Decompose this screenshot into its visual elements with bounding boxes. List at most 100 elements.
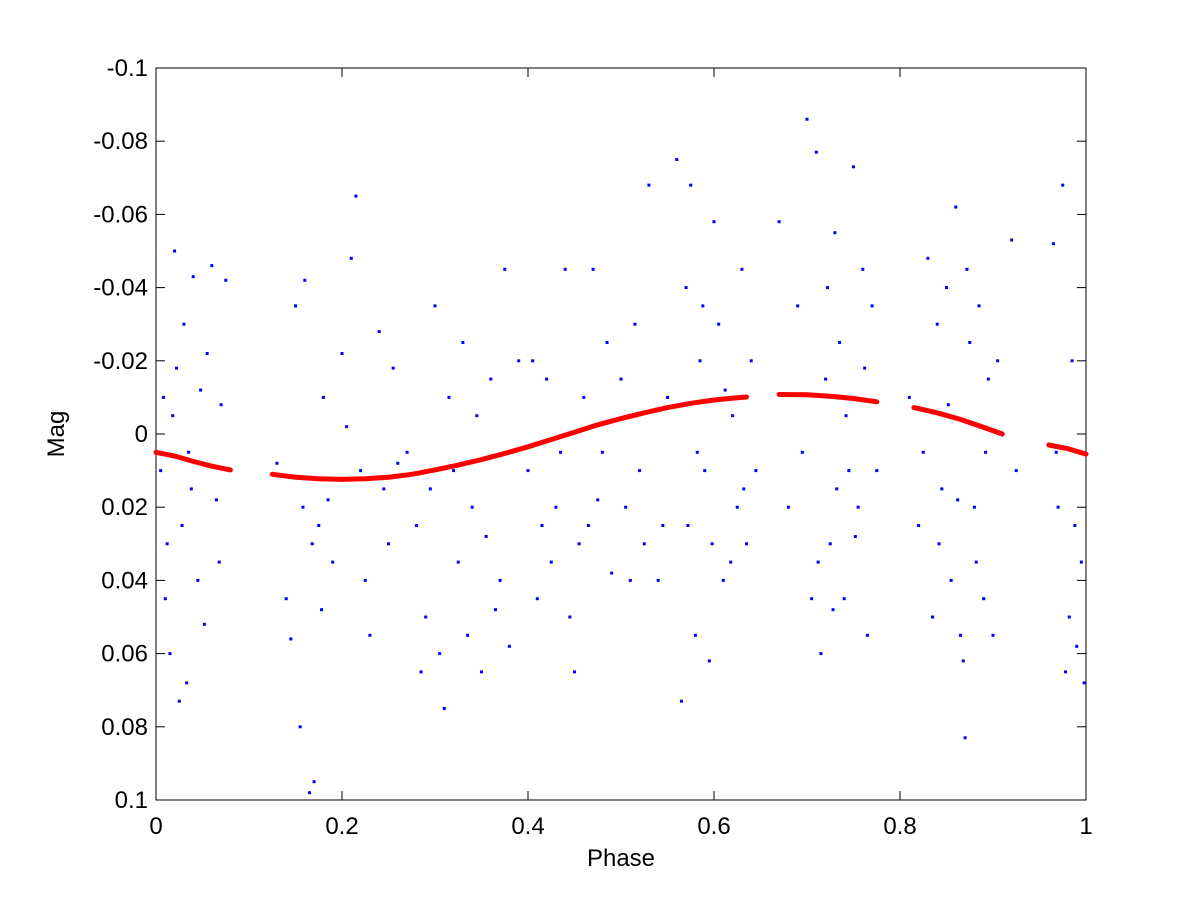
data-point (814, 150, 818, 154)
data-point (419, 670, 423, 674)
x-tick-label: 0.6 (697, 813, 730, 840)
data-point (833, 231, 837, 235)
data-point (703, 469, 707, 473)
data-point (956, 498, 960, 502)
data-point (456, 560, 460, 564)
data-point (721, 578, 725, 582)
data-point (875, 469, 879, 473)
y-tick-label: -0.06 (93, 201, 148, 228)
data-point (600, 450, 604, 454)
data-point (428, 487, 432, 491)
x-tick-label: 0.4 (511, 813, 544, 840)
data-point (582, 395, 586, 399)
data-point (954, 205, 958, 209)
data-point (321, 395, 325, 399)
data-point (196, 578, 200, 582)
data-point (340, 351, 344, 355)
data-point (972, 505, 976, 509)
data-point (438, 652, 442, 656)
x-axis-label: Phase (587, 845, 655, 872)
data-point (865, 633, 869, 637)
data-point (731, 414, 735, 418)
data-point (424, 615, 428, 619)
data-point (982, 597, 986, 601)
y-axis-label: Mag (43, 411, 70, 458)
data-point (568, 615, 572, 619)
x-tick-label: 0.8 (883, 813, 916, 840)
data-point (182, 322, 186, 326)
data-point (298, 725, 302, 729)
data-point (349, 256, 353, 260)
data-point (717, 322, 721, 326)
data-point (377, 330, 381, 334)
data-point (945, 286, 948, 290)
data-point (847, 469, 851, 473)
data-point (633, 322, 637, 326)
data-point (605, 341, 609, 344)
data-point (405, 450, 409, 454)
data-point (693, 633, 697, 637)
fit-curve-segment (153, 449, 233, 473)
data-point (354, 194, 358, 198)
data-point (310, 542, 314, 546)
data-point (294, 304, 297, 308)
data-point (531, 359, 535, 363)
data-point (161, 395, 165, 399)
data-point (563, 267, 567, 271)
fit-curve-segment (911, 405, 1005, 437)
plot-area-frame (155, 67, 1087, 801)
data-point (452, 469, 456, 473)
data-point (1064, 670, 1068, 674)
data-point (661, 524, 665, 527)
y-tick-label: 0.08 (101, 714, 148, 741)
data-point (549, 560, 553, 564)
data-point (284, 597, 288, 601)
data-point (835, 487, 839, 491)
y-tick-label: 0.1 (115, 787, 148, 814)
data-point (307, 791, 311, 795)
data-point (853, 534, 857, 538)
data-point (856, 505, 860, 509)
data-point (320, 608, 324, 612)
data-point (303, 278, 307, 282)
data-point (786, 505, 790, 509)
data-point (619, 377, 623, 381)
data-point (359, 469, 363, 473)
data-point (861, 267, 865, 271)
data-point (986, 377, 990, 381)
data-point (695, 450, 699, 454)
data-point (656, 578, 660, 582)
data-point (800, 450, 804, 454)
data-point (831, 608, 835, 612)
data-point (289, 637, 293, 641)
data-point (686, 524, 690, 527)
data-point (707, 659, 711, 663)
x-tick-label: 0.2 (325, 813, 358, 840)
data-point (965, 267, 969, 271)
data-point (189, 487, 193, 491)
data-point (991, 633, 995, 637)
data-point (740, 267, 744, 271)
data-point (624, 505, 628, 509)
data-point (475, 414, 479, 418)
data-point (312, 780, 316, 784)
data-point (1075, 644, 1079, 648)
data-point (205, 351, 209, 355)
data-point (507, 644, 511, 648)
data-point (701, 304, 705, 308)
data-point (210, 264, 214, 268)
data-point (363, 578, 367, 582)
data-point (326, 498, 330, 502)
data-point (745, 542, 749, 546)
data-point (331, 560, 335, 564)
fit-curve-segment (1046, 442, 1089, 457)
data-point (317, 524, 321, 527)
data-point (1070, 359, 1074, 363)
data-point (480, 670, 483, 674)
y-tick-label: 0 (135, 421, 148, 448)
data-point (935, 322, 939, 326)
data-points-layer (159, 117, 1086, 795)
data-point (638, 469, 642, 473)
data-point (796, 304, 800, 308)
